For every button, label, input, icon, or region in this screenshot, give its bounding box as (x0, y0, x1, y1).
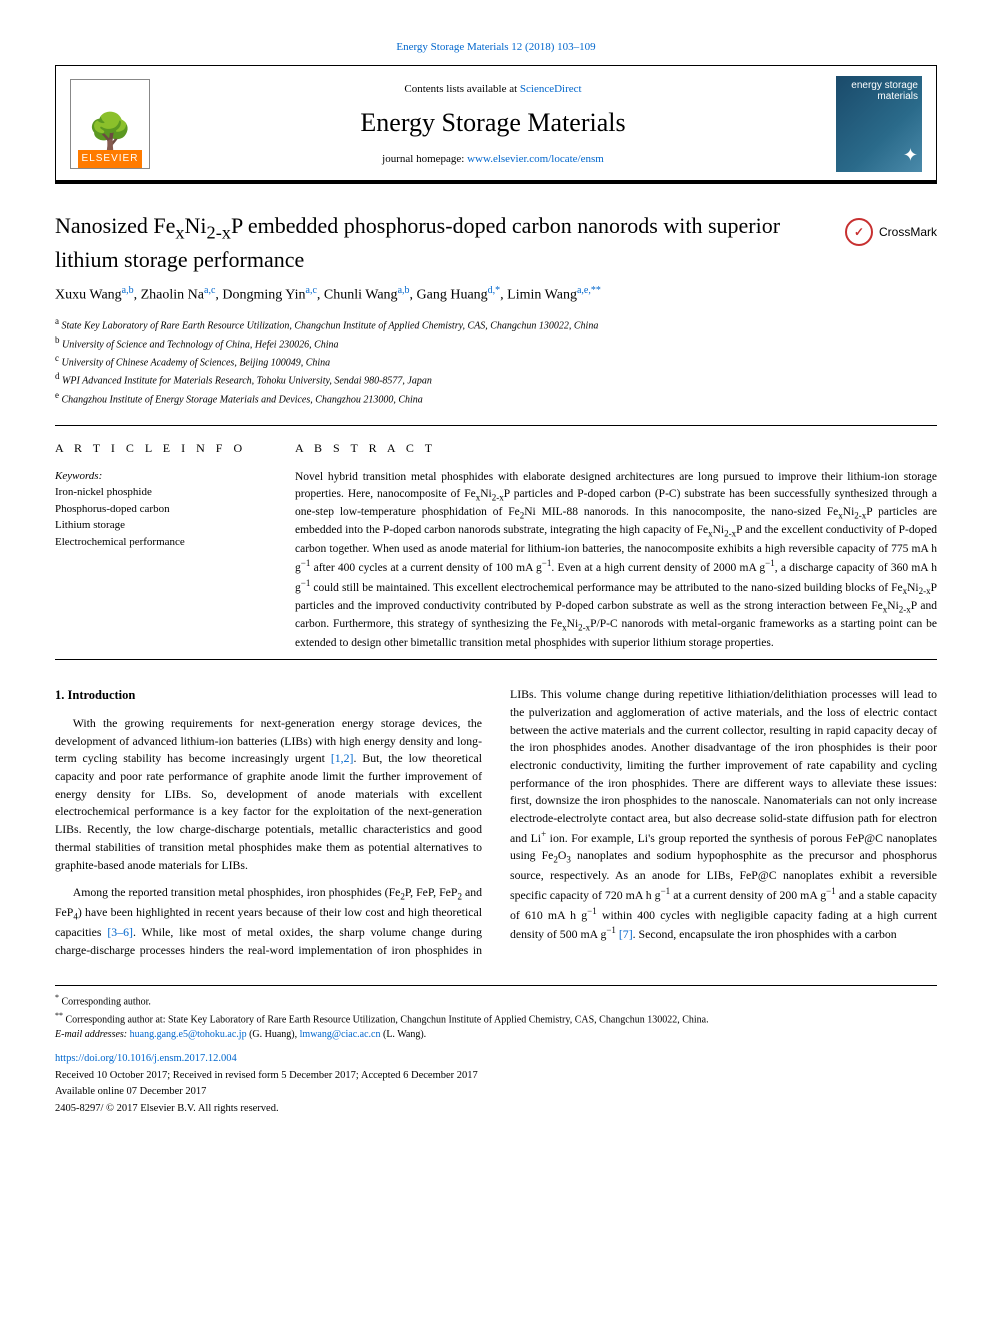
body-section: 1. Introduction With the growing require… (55, 686, 937, 959)
rule-top (55, 425, 937, 426)
homepage-prefix: journal homepage: (382, 153, 467, 165)
email-link[interactable]: huang.gang.e5@tohoku.ac.jp (130, 1029, 247, 1040)
sciencedirect-link[interactable]: ScienceDirect (520, 83, 582, 95)
copyright-line: 2405-8297/ © 2017 Elsevier B.V. All righ… (55, 1102, 937, 1117)
journal-cover: energy storage materials ✦ (836, 76, 922, 172)
crossmark-badge[interactable]: ✓ CrossMark (845, 212, 937, 246)
homepage-link[interactable]: www.elsevier.com/locate/ensm (467, 153, 604, 165)
online-line: Available online 07 December 2017 (55, 1085, 937, 1100)
contents-prefix: Contents lists available at (404, 83, 519, 95)
journal-header: 🌳 ELSEVIER Contents lists available at S… (55, 65, 937, 184)
rule-bottom (55, 659, 937, 660)
article-info: A R T I C L E I N F O Keywords: Iron-nic… (55, 440, 255, 651)
paper-title: Nanosized FexNi2-xP embedded phosphorus-… (55, 212, 829, 274)
section-heading: 1. Introduction (55, 686, 482, 705)
email-person: (L. Wang). (380, 1029, 426, 1040)
footnotes: * Corresponding author. ** Corresponding… (55, 985, 937, 1042)
elsevier-wordmark: ELSEVIER (78, 150, 143, 168)
keywords-list: Iron-nickel phosphidePhosphorus-doped ca… (55, 484, 255, 550)
corresponding-note: * Corresponding author. (55, 992, 937, 1009)
cover-art-icon: ✦ (840, 143, 918, 168)
article-info-head: A R T I C L E I N F O (55, 440, 255, 457)
elsevier-tree-icon: 🌳 (88, 114, 133, 150)
contents-line: Contents lists available at ScienceDirec… (162, 82, 824, 97)
email-person: (G. Huang), (247, 1029, 300, 1040)
journal-name: Energy Storage Materials (162, 105, 824, 141)
email-line: E-mail addresses: huang.gang.e5@tohoku.a… (55, 1027, 937, 1042)
homepage-line: journal homepage: www.elsevier.com/locat… (162, 152, 824, 167)
abstract-text: Novel hybrid transition metal phosphides… (295, 469, 937, 651)
crossmark-icon: ✓ (845, 218, 873, 246)
keyword-item: Electrochemical performance (55, 534, 255, 551)
journal-reference: Energy Storage Materials 12 (2018) 103–1… (55, 40, 937, 55)
keywords-label: Keywords: (55, 469, 255, 484)
affiliations: a State Key Laboratory of Rare Earth Res… (55, 315, 937, 407)
keyword-item: Iron-nickel phosphide (55, 484, 255, 501)
body-paragraph: With the growing requirements for next-g… (55, 715, 482, 874)
abstract-head: A B S T R A C T (295, 440, 937, 457)
crossmark-label: CrossMark (879, 224, 937, 241)
header-center: Contents lists available at ScienceDirec… (150, 82, 836, 167)
affiliation-item: b University of Science and Technology o… (55, 334, 937, 352)
affiliation-item: d WPI Advanced Institute for Materials R… (55, 370, 937, 388)
abstract-column: A B S T R A C T Novel hybrid transition … (295, 440, 937, 651)
affiliation-item: e Changzhou Institute of Energy Storage … (55, 389, 937, 407)
affiliation-item: c University of Chinese Academy of Scien… (55, 352, 937, 370)
elsevier-logo: 🌳 ELSEVIER (70, 79, 150, 169)
author-list: Xuxu Wanga,b, Zhaolin Naa,c, Dongming Yi… (55, 284, 937, 305)
keyword-item: Lithium storage (55, 517, 255, 534)
corresponding-note: ** Corresponding author at: State Key La… (55, 1010, 937, 1027)
email-label: E-mail addresses: (55, 1029, 130, 1040)
affiliation-item: a State Key Laboratory of Rare Earth Res… (55, 315, 937, 333)
cover-title: energy storage materials (840, 80, 918, 102)
doi-link[interactable]: https://doi.org/10.1016/j.ensm.2017.12.0… (55, 1052, 937, 1067)
email-link[interactable]: lmwang@ciac.ac.cn (300, 1029, 381, 1040)
two-column-body: 1. Introduction With the growing require… (55, 686, 937, 959)
received-line: Received 10 October 2017; Received in re… (55, 1069, 937, 1084)
keyword-item: Phosphorus-doped carbon (55, 501, 255, 518)
